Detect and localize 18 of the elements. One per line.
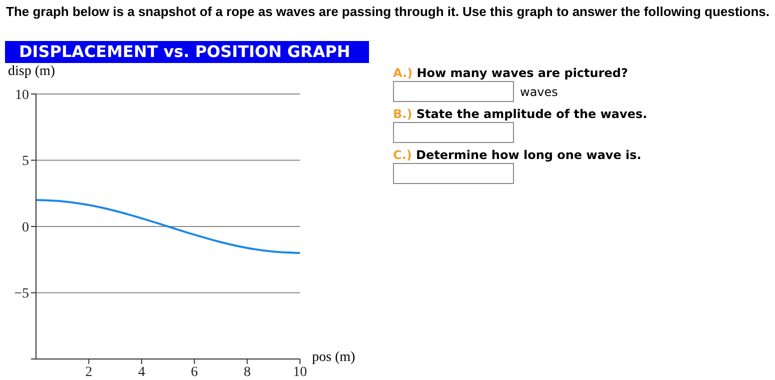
chart-title: DISPLACEMENT vs. POSITION GRAPH <box>5 41 369 63</box>
x-tick-label: 8 <box>244 364 251 380</box>
x-tick-label: 6 <box>190 364 198 380</box>
y-tick-label: 5 <box>22 154 29 170</box>
y-tick-label: 0 <box>22 220 29 236</box>
x-axis-title: pos (m) <box>312 350 356 366</box>
x-tick-label: 4 <box>138 364 146 380</box>
x-tick-label: 10 <box>293 364 307 380</box>
y-axis-title: disp (m) <box>8 64 56 80</box>
y-tick-label: −5 <box>14 286 29 302</box>
x-tick-label: 2 <box>85 364 92 380</box>
line-series <box>36 199 300 254</box>
text: A.) How many waves are pictured? <box>393 66 628 80</box>
text: C.) Determine how long one wave is. <box>393 148 642 162</box>
text: The graph below is a snapshot of a rope as waves are passing through it. Use this graph to answer the following questions. <box>6 4 770 19</box>
y-tick-label: 10 <box>15 88 29 103</box>
text: B.) State the amplitude of the waves. <box>393 107 648 121</box>
text: waves <box>520 85 558 99</box>
